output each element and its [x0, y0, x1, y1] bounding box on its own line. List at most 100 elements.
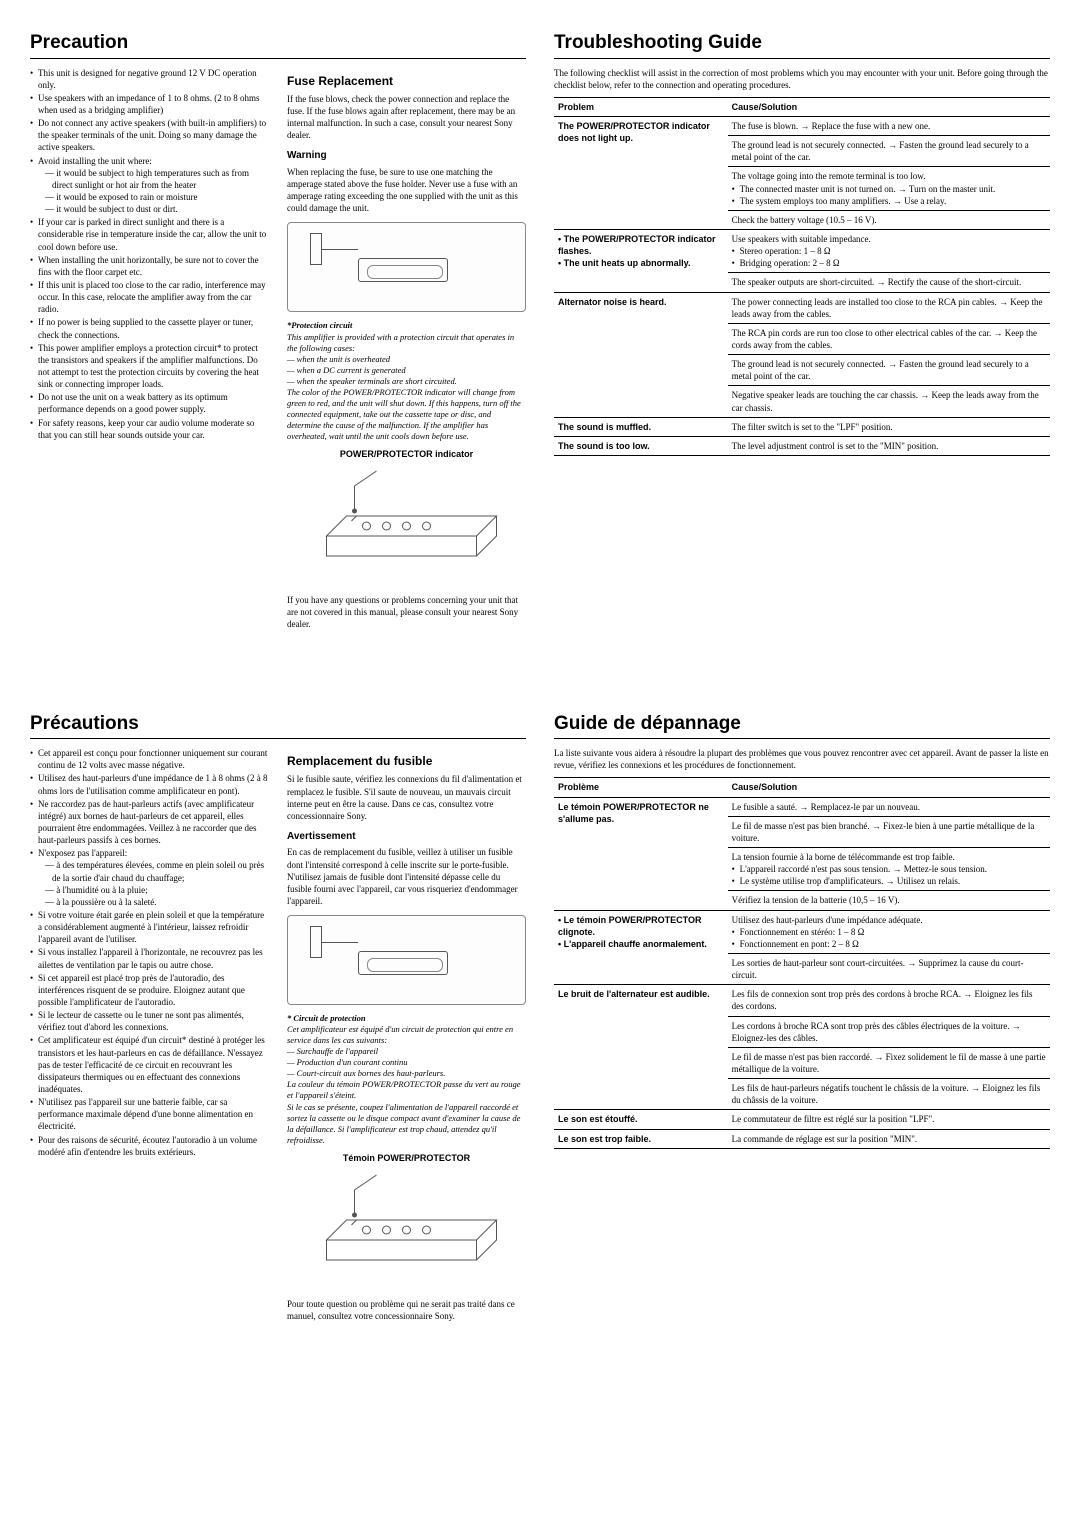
table-row: Alternator noise is heard.The power conn…: [554, 292, 1050, 323]
solution-subitem: Fonctionnement en stéréo: 1 – 8 Ω: [732, 926, 1046, 938]
solution-cell: The power connecting leads are installed…: [728, 292, 1050, 323]
warning-heading-fr: Avertissement: [287, 830, 526, 844]
protection-circuit-head: *Protection circuit: [287, 320, 352, 330]
protection-case2-fr: — Production d'un courant continu: [287, 1057, 408, 1067]
indicator-caption-fr: Témoin POWER/PROTECTOR: [287, 1152, 526, 1164]
precaution-subitem: — it would be subject to high temperatur…: [38, 167, 269, 191]
th-problem-fr: Problème: [554, 778, 728, 797]
precaution-item: If no power is being supplied to the cas…: [30, 316, 269, 340]
fuse-diagram: [287, 222, 526, 312]
solution-subitem: Stereo operation: 1 – 8 Ω: [732, 245, 1046, 257]
french-left: Précautions Cet appareil est conçu pour …: [30, 711, 526, 1323]
solution-cell: La tension fournie à la borne de télécom…: [728, 848, 1050, 891]
precaution-item: Pour des raisons de sécurité, écoutez l'…: [30, 1134, 269, 1158]
precaution-item: Utilisez des haut-parleurs d'une impédan…: [30, 772, 269, 796]
troubleshooting-table: Problem Cause/Solution The POWER/PROTECT…: [554, 97, 1050, 456]
solution-cell: Vérifiez la tension de la batterie (10,5…: [728, 891, 1050, 910]
solution-subitem: The system employs too many amplifiers. …: [732, 195, 1046, 207]
fuse-replacement-heading: Fuse Replacement: [287, 73, 526, 89]
page-english: Precaution This unit is designed for neg…: [30, 30, 1050, 631]
table-row: The POWER/PROTECTOR indicator does not l…: [554, 117, 1050, 136]
solution-cell: Le fil de masse n'est pas bien raccordé.…: [728, 1047, 1050, 1078]
fuse-body-fr: Si le fusible saute, vérifiez les connex…: [287, 773, 526, 822]
precaution-heading: Precaution: [30, 30, 526, 59]
precaution-subitem: — à l'humidité ou à la pluie;: [38, 884, 269, 896]
precaution-item: Ne raccordez pas de haut-parleurs actifs…: [30, 798, 269, 847]
precaution-item: Use speakers with an impedance of 1 to 8…: [30, 92, 269, 116]
protection-intro-fr: Cet amplificateur est équipé d'un circui…: [287, 1024, 513, 1045]
solution-subitem: L'appareil raccordé n'est pas sous tensi…: [732, 863, 1046, 875]
protection-circuit-note-fr: * Circuit de protection Cet amplificateu…: [287, 1013, 526, 1146]
precaution-item: This power amplifier employs a protectio…: [30, 342, 269, 391]
fuse-heading-fr: Remplacement du fusible: [287, 753, 526, 769]
solution-cell: The ground lead is not securely connecte…: [728, 355, 1050, 386]
page-french: Précautions Cet appareil est conçu pour …: [30, 711, 1050, 1323]
solution-cell: Les fils de haut-parleurs négatifs touch…: [728, 1079, 1050, 1110]
solution-cell: The fuse is blown. → Replace the fuse wi…: [728, 117, 1050, 136]
precaution-list-fr: Cet appareil est conçu pour fonctionner …: [30, 747, 269, 1158]
warning-body-fr: En cas de remplacement du fusible, veill…: [287, 846, 526, 907]
table-row: • The POWER/PROTECTOR indicator flashes.…: [554, 230, 1050, 273]
precaution-item: Cet amplificateur est équipé d'un circui…: [30, 1034, 269, 1095]
precaution-subitem: — à des températures élevées, comme en p…: [38, 859, 269, 883]
table-row: Le son est trop faible.La commande de ré…: [554, 1129, 1050, 1148]
problem-cell: Alternator noise is heard.: [554, 292, 728, 417]
protection-circuit-note: *Protection circuit This amplifier is pr…: [287, 320, 526, 442]
table-row: The sound is too low.The level adjustmen…: [554, 436, 1050, 455]
protection-case-3: — when the speaker terminals are short c…: [287, 376, 457, 386]
problem-cell: The POWER/PROTECTOR indicator does not l…: [554, 117, 728, 230]
solution-cell: The filter switch is set to the "LPF" po…: [728, 417, 1050, 436]
protection-circuit-intro: This amplifier is provided with a protec…: [287, 332, 514, 353]
protection-case3-fr: — Court-circuit aux bornes des haut-parl…: [287, 1068, 445, 1078]
precaution-item: Cet appareil est conçu pour fonctionner …: [30, 747, 269, 771]
precaution-item: Avoid installing the unit where:— it wou…: [30, 155, 269, 216]
fuse-col: Fuse Replacement If the fuse blows, chec…: [287, 67, 526, 631]
precaution-item: If this unit is placed too close to the …: [30, 279, 269, 315]
warning-body: When replacing the fuse, be sure to use …: [287, 166, 526, 215]
precaution-item: Si le lecteur de cassette ou le tuner ne…: [30, 1009, 269, 1033]
problem-cell: Le bruit de l'alternateur est audible.: [554, 985, 728, 1110]
precaution-item: This unit is designed for negative groun…: [30, 67, 269, 91]
precautions-heading-fr: Précautions: [30, 711, 526, 740]
table-row: Le témoin POWER/PROTECTOR ne s'allume pa…: [554, 797, 1050, 816]
protection-case-1: — when the unit is overheated: [287, 354, 390, 364]
solution-subitem: Le système utilise trop d'amplificateurs…: [732, 875, 1046, 887]
problem-cell: The sound is too low.: [554, 436, 728, 455]
protection-tail-fr: La couleur du témoin POWER/PROTECTOR pas…: [287, 1079, 521, 1144]
precaution-item: Do not connect any active speakers (with…: [30, 117, 269, 153]
precaution-list: This unit is designed for negative groun…: [30, 67, 269, 441]
solution-cell: The voltage going into the remote termin…: [728, 167, 1050, 210]
solution-cell: The ground lead is not securely connecte…: [728, 136, 1050, 167]
solution-cell: Les sorties de haut-parleur sont court-c…: [728, 954, 1050, 985]
problem-cell: Le témoin POWER/PROTECTOR ne s'allume pa…: [554, 797, 728, 910]
amp-diagram-fr: [287, 1170, 526, 1290]
problem-cell: Le son est étouffé.: [554, 1110, 728, 1129]
problem-cell: The sound is muffled.: [554, 417, 728, 436]
english-left: Precaution This unit is designed for neg…: [30, 30, 526, 631]
table-row: Le son est étouffé.Le commutateur de fil…: [554, 1110, 1050, 1129]
precaution-item: Si votre voiture était garée en plein so…: [30, 909, 269, 945]
closing-note: If you have any questions or problems co…: [287, 594, 526, 630]
solution-cell: Negative speaker leads are touching the …: [728, 386, 1050, 417]
problem-cell: Le son est trop faible.: [554, 1129, 728, 1148]
solution-subitem: Bridging operation: 2 – 8 Ω: [732, 257, 1046, 269]
th-cause: Cause/Solution: [728, 97, 1050, 116]
solution-cell: La commande de réglage est sur la positi…: [728, 1129, 1050, 1148]
fuse-body: If the fuse blows, check the power conne…: [287, 93, 526, 142]
solution-cell: Le fusible a sauté. → Remplacez-le par u…: [728, 797, 1050, 816]
troubleshooting-heading: Troubleshooting Guide: [554, 30, 1050, 59]
english-right: Troubleshooting Guide The following chec…: [554, 30, 1050, 631]
table-row: • Le témoin POWER/PROTECTOR clignote. • …: [554, 910, 1050, 953]
precaution-subitem: — it would be subject to dust or dirt.: [38, 203, 269, 215]
closing-note-fr: Pour toute question ou problème qui ne s…: [287, 1298, 526, 1322]
warning-heading: Warning: [287, 149, 526, 163]
protection-case-2: — when a DC current is generated: [287, 365, 406, 375]
solution-cell: Use speakers with suitable impedance.Ste…: [728, 230, 1050, 273]
precaution-item: For safety reasons, keep your car audio …: [30, 417, 269, 441]
precaution-list-col: This unit is designed for negative groun…: [30, 67, 269, 631]
th-cause-fr: Cause/Solution: [728, 778, 1050, 797]
protection-case1-fr: — Surchauffe de l'appareil: [287, 1046, 378, 1056]
troubleshooting-table-fr: Problème Cause/Solution Le témoin POWER/…: [554, 777, 1050, 1148]
solution-cell: Les fils de connexion sont trop près des…: [728, 985, 1050, 1016]
fuse-diagram-fr: [287, 915, 526, 1005]
